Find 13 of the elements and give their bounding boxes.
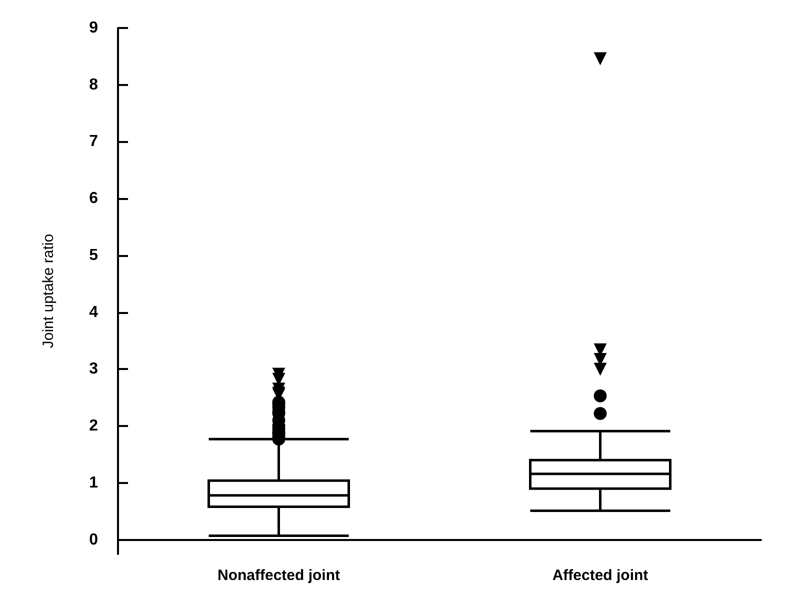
y-tick-label: 6 bbox=[89, 190, 98, 208]
y-tick-label: 1 bbox=[89, 474, 98, 492]
y-tick-label: 3 bbox=[89, 360, 98, 378]
y-tick-label: 7 bbox=[89, 133, 98, 150]
x-tick-label: Nonaffected joint bbox=[218, 567, 340, 584]
y-tick-label: 9 bbox=[89, 20, 98, 36]
y-tick-label: 4 bbox=[89, 304, 98, 321]
y-tick-label: 2 bbox=[89, 418, 98, 435]
y-tick-label: 5 bbox=[89, 246, 98, 264]
y-tick-label: 8 bbox=[89, 76, 98, 94]
y-tick-label: 0 bbox=[89, 531, 98, 548]
y-axis-title: Joint uptake ratio bbox=[40, 234, 57, 348]
x-tick-label: Affected joint bbox=[552, 567, 648, 584]
